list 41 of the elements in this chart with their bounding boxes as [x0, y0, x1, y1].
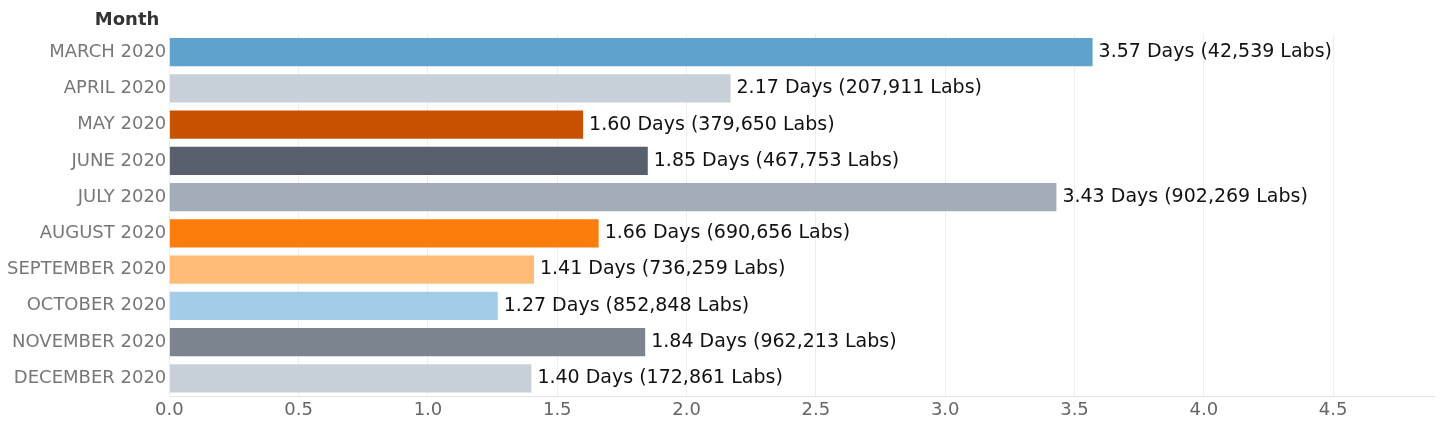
y-tick-label: JULY 2020	[76, 184, 167, 206]
data-label: 1.27 Days (852,848 Labs)	[503, 292, 750, 315]
y-tick-label: MARCH 2020	[49, 39, 167, 61]
x-tick-label: 1.5	[542, 397, 572, 419]
data-label: 3.57 Days (42,539 Labs)	[1098, 39, 1332, 62]
bar	[169, 146, 648, 175]
x-tick-label: 2.5	[801, 397, 831, 419]
bar	[169, 182, 1057, 212]
x-tick-label: 0.5	[284, 397, 313, 419]
data-label: 1.85 Days (467,753 Labs)	[653, 147, 900, 170]
x-tick-label: 2.0	[672, 397, 701, 419]
x-tick-label: 3.0	[930, 397, 960, 419]
x-tick-label: 3.5	[1060, 397, 1089, 419]
data-label: 3.43 Days (902,269 Labs)	[1062, 184, 1308, 207]
bar	[169, 110, 584, 139]
x-tick-label: 4.0	[1189, 397, 1219, 419]
bar	[169, 74, 731, 103]
data-label: 1.84 Days (962,213 Labs)	[651, 328, 897, 351]
y-tick-label: OCTOBER 2020	[26, 293, 167, 315]
y-tick-label: AUGUST 2020	[39, 220, 167, 242]
y-tick-label: SEPTEMBER 2020	[7, 257, 167, 279]
y-tick-label: NOVEMBER 2020	[12, 329, 167, 351]
bar	[169, 219, 599, 248]
data-label: 1.66 Days (690,656 Labs)	[604, 220, 851, 243]
data-label: 1.60 Days (379,650 Labs)	[589, 111, 835, 134]
data-label: 1.41 Days (736,259 Labs)	[539, 256, 786, 279]
y-tick-label: DECEMBER 2020	[13, 365, 167, 387]
y-tick-label: JUNE 2020	[70, 148, 167, 170]
data-label: 1.40 Days (172,861 Labs)	[537, 365, 783, 388]
y-tick-label: APRIL 2020	[63, 76, 167, 98]
bar	[169, 37, 1093, 67]
bar	[169, 255, 534, 284]
x-tick-label: 1.0	[413, 397, 443, 419]
bar	[169, 291, 498, 320]
x-tick-label: 4.5	[1318, 397, 1348, 419]
y-tick-label: MAY 2020	[77, 112, 167, 134]
data-label: 2.17 Days (207,911 Labs)	[736, 75, 982, 98]
bar	[169, 364, 532, 393]
y-axis-title: Month	[94, 7, 160, 29]
x-tick-label: 0.0	[154, 397, 184, 419]
bar	[169, 327, 646, 357]
